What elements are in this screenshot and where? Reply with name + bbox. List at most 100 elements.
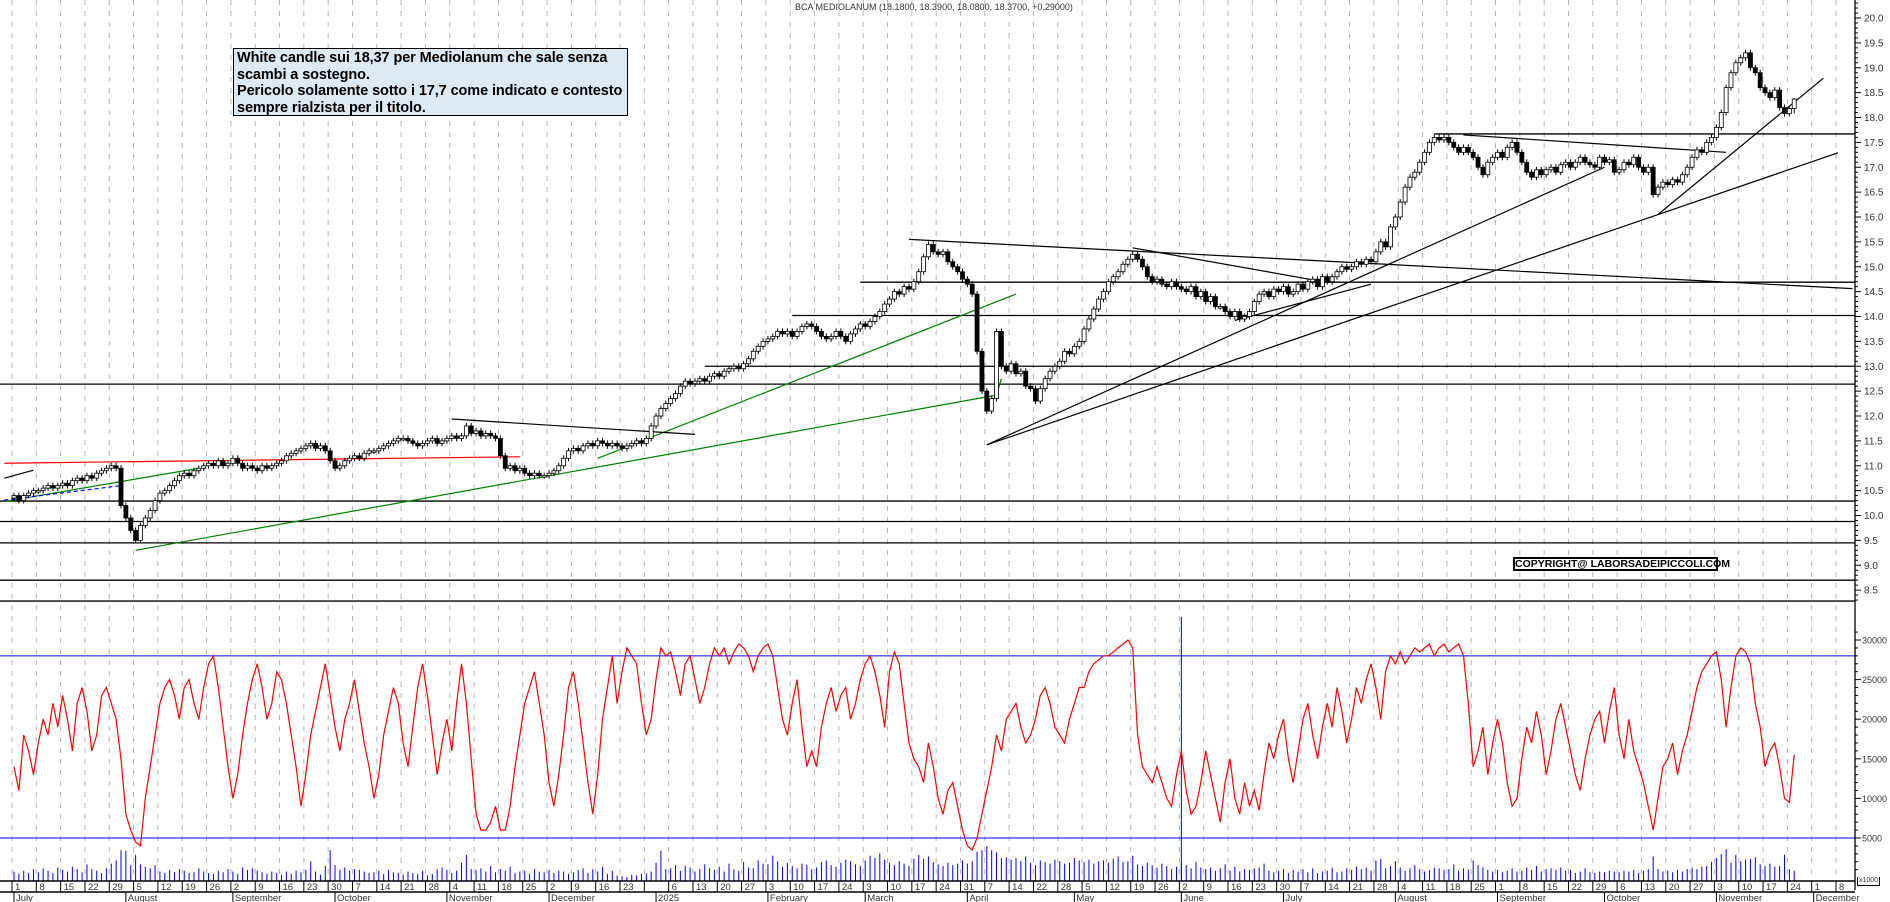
candle — [784, 328, 790, 337]
candle — [984, 388, 990, 415]
price-tick-label: 12.5 — [1864, 387, 1884, 398]
candle-body — [16, 495, 22, 501]
candle — [1660, 179, 1666, 191]
candle — [390, 437, 396, 447]
candle — [561, 455, 567, 469]
candle — [1363, 256, 1369, 268]
candle-body — [84, 475, 90, 482]
candle — [1606, 156, 1612, 166]
candle-body — [687, 380, 693, 385]
candle — [167, 482, 173, 494]
candle-body — [1417, 161, 1423, 173]
candle — [906, 283, 912, 293]
candle — [1422, 149, 1427, 166]
candle-body — [1441, 136, 1447, 141]
candle-body — [614, 442, 620, 447]
candle — [215, 457, 221, 469]
candle — [1553, 164, 1559, 176]
oscillator-tick-label: 25000 — [1862, 675, 1887, 685]
candle-body — [721, 370, 727, 377]
candle — [1597, 154, 1603, 171]
candle — [405, 435, 411, 444]
candle-body — [361, 452, 367, 459]
day-tick-label: 25 — [1474, 882, 1485, 893]
month-label: June — [1183, 893, 1204, 902]
candle-body — [1631, 156, 1637, 166]
candle-body — [1023, 370, 1029, 387]
price-tick-label: 12.0 — [1864, 412, 1884, 423]
candle — [366, 447, 372, 457]
candle-body — [1456, 146, 1462, 153]
candle — [381, 442, 387, 452]
day-tick-label: 28 — [428, 882, 439, 893]
candle-body — [1178, 286, 1184, 290]
day-tick-label: 23 — [1255, 882, 1266, 893]
candle — [653, 413, 659, 429]
candle — [1358, 258, 1364, 268]
candle — [765, 335, 771, 345]
month-label: August — [1397, 893, 1427, 902]
candle-body — [405, 437, 411, 442]
candle-body — [1052, 365, 1058, 372]
candle-body — [833, 331, 839, 337]
day-tick-label: 21 — [1353, 882, 1364, 893]
day-tick-label: 15 — [64, 882, 75, 893]
candle-body — [619, 445, 625, 449]
candle — [1120, 261, 1126, 275]
candle-body — [609, 442, 615, 447]
candle — [1616, 166, 1622, 176]
candle-body — [386, 442, 391, 447]
price-tick-label: 11.5 — [1864, 436, 1883, 447]
candle-body — [1110, 276, 1116, 283]
trend-line — [986, 166, 1605, 446]
day-tick-label: 4 — [1401, 882, 1406, 893]
candle — [21, 492, 27, 504]
candle — [726, 365, 732, 375]
candle — [1718, 109, 1724, 131]
candle-body — [517, 467, 523, 472]
candle-body — [1752, 67, 1758, 74]
candle — [410, 437, 416, 447]
candle-body — [1519, 151, 1525, 163]
day-tick-label: 19 — [185, 882, 196, 893]
day-tick-label: 1 — [1815, 882, 1820, 893]
candle-body — [1135, 253, 1140, 260]
candle-body — [1251, 301, 1257, 312]
candle-body — [108, 465, 114, 469]
candle — [395, 435, 401, 444]
candle-body — [1733, 62, 1739, 74]
candle — [65, 480, 70, 489]
candle-body — [546, 472, 552, 477]
candle — [1548, 164, 1554, 173]
candle — [877, 308, 883, 320]
candle-body — [1490, 156, 1496, 163]
candle-body — [138, 525, 143, 541]
candle — [1247, 308, 1252, 320]
day-tick-label: 5 — [1085, 882, 1090, 893]
candle-body — [1358, 261, 1364, 265]
candle — [459, 432, 464, 442]
candle-body — [566, 450, 571, 459]
candle — [896, 288, 902, 298]
candle-body — [1621, 161, 1627, 171]
candle — [1037, 385, 1043, 405]
candle — [259, 462, 265, 474]
candle — [1767, 89, 1773, 101]
candle — [916, 268, 922, 285]
candle — [288, 450, 294, 459]
candle-body — [1290, 291, 1296, 295]
candle-body — [245, 465, 250, 469]
candle-body — [891, 291, 897, 300]
candle-body — [69, 480, 75, 487]
month-label: December — [551, 893, 595, 902]
candle-body — [804, 323, 810, 327]
candle — [1694, 146, 1700, 161]
candle — [629, 440, 635, 449]
month-label: 2025 — [658, 893, 679, 902]
day-tick-label: 6 — [1620, 882, 1625, 893]
candle — [780, 328, 785, 337]
candle-body — [1222, 306, 1228, 312]
candle — [1592, 161, 1598, 171]
candle-body — [381, 445, 387, 449]
candle — [342, 457, 348, 469]
